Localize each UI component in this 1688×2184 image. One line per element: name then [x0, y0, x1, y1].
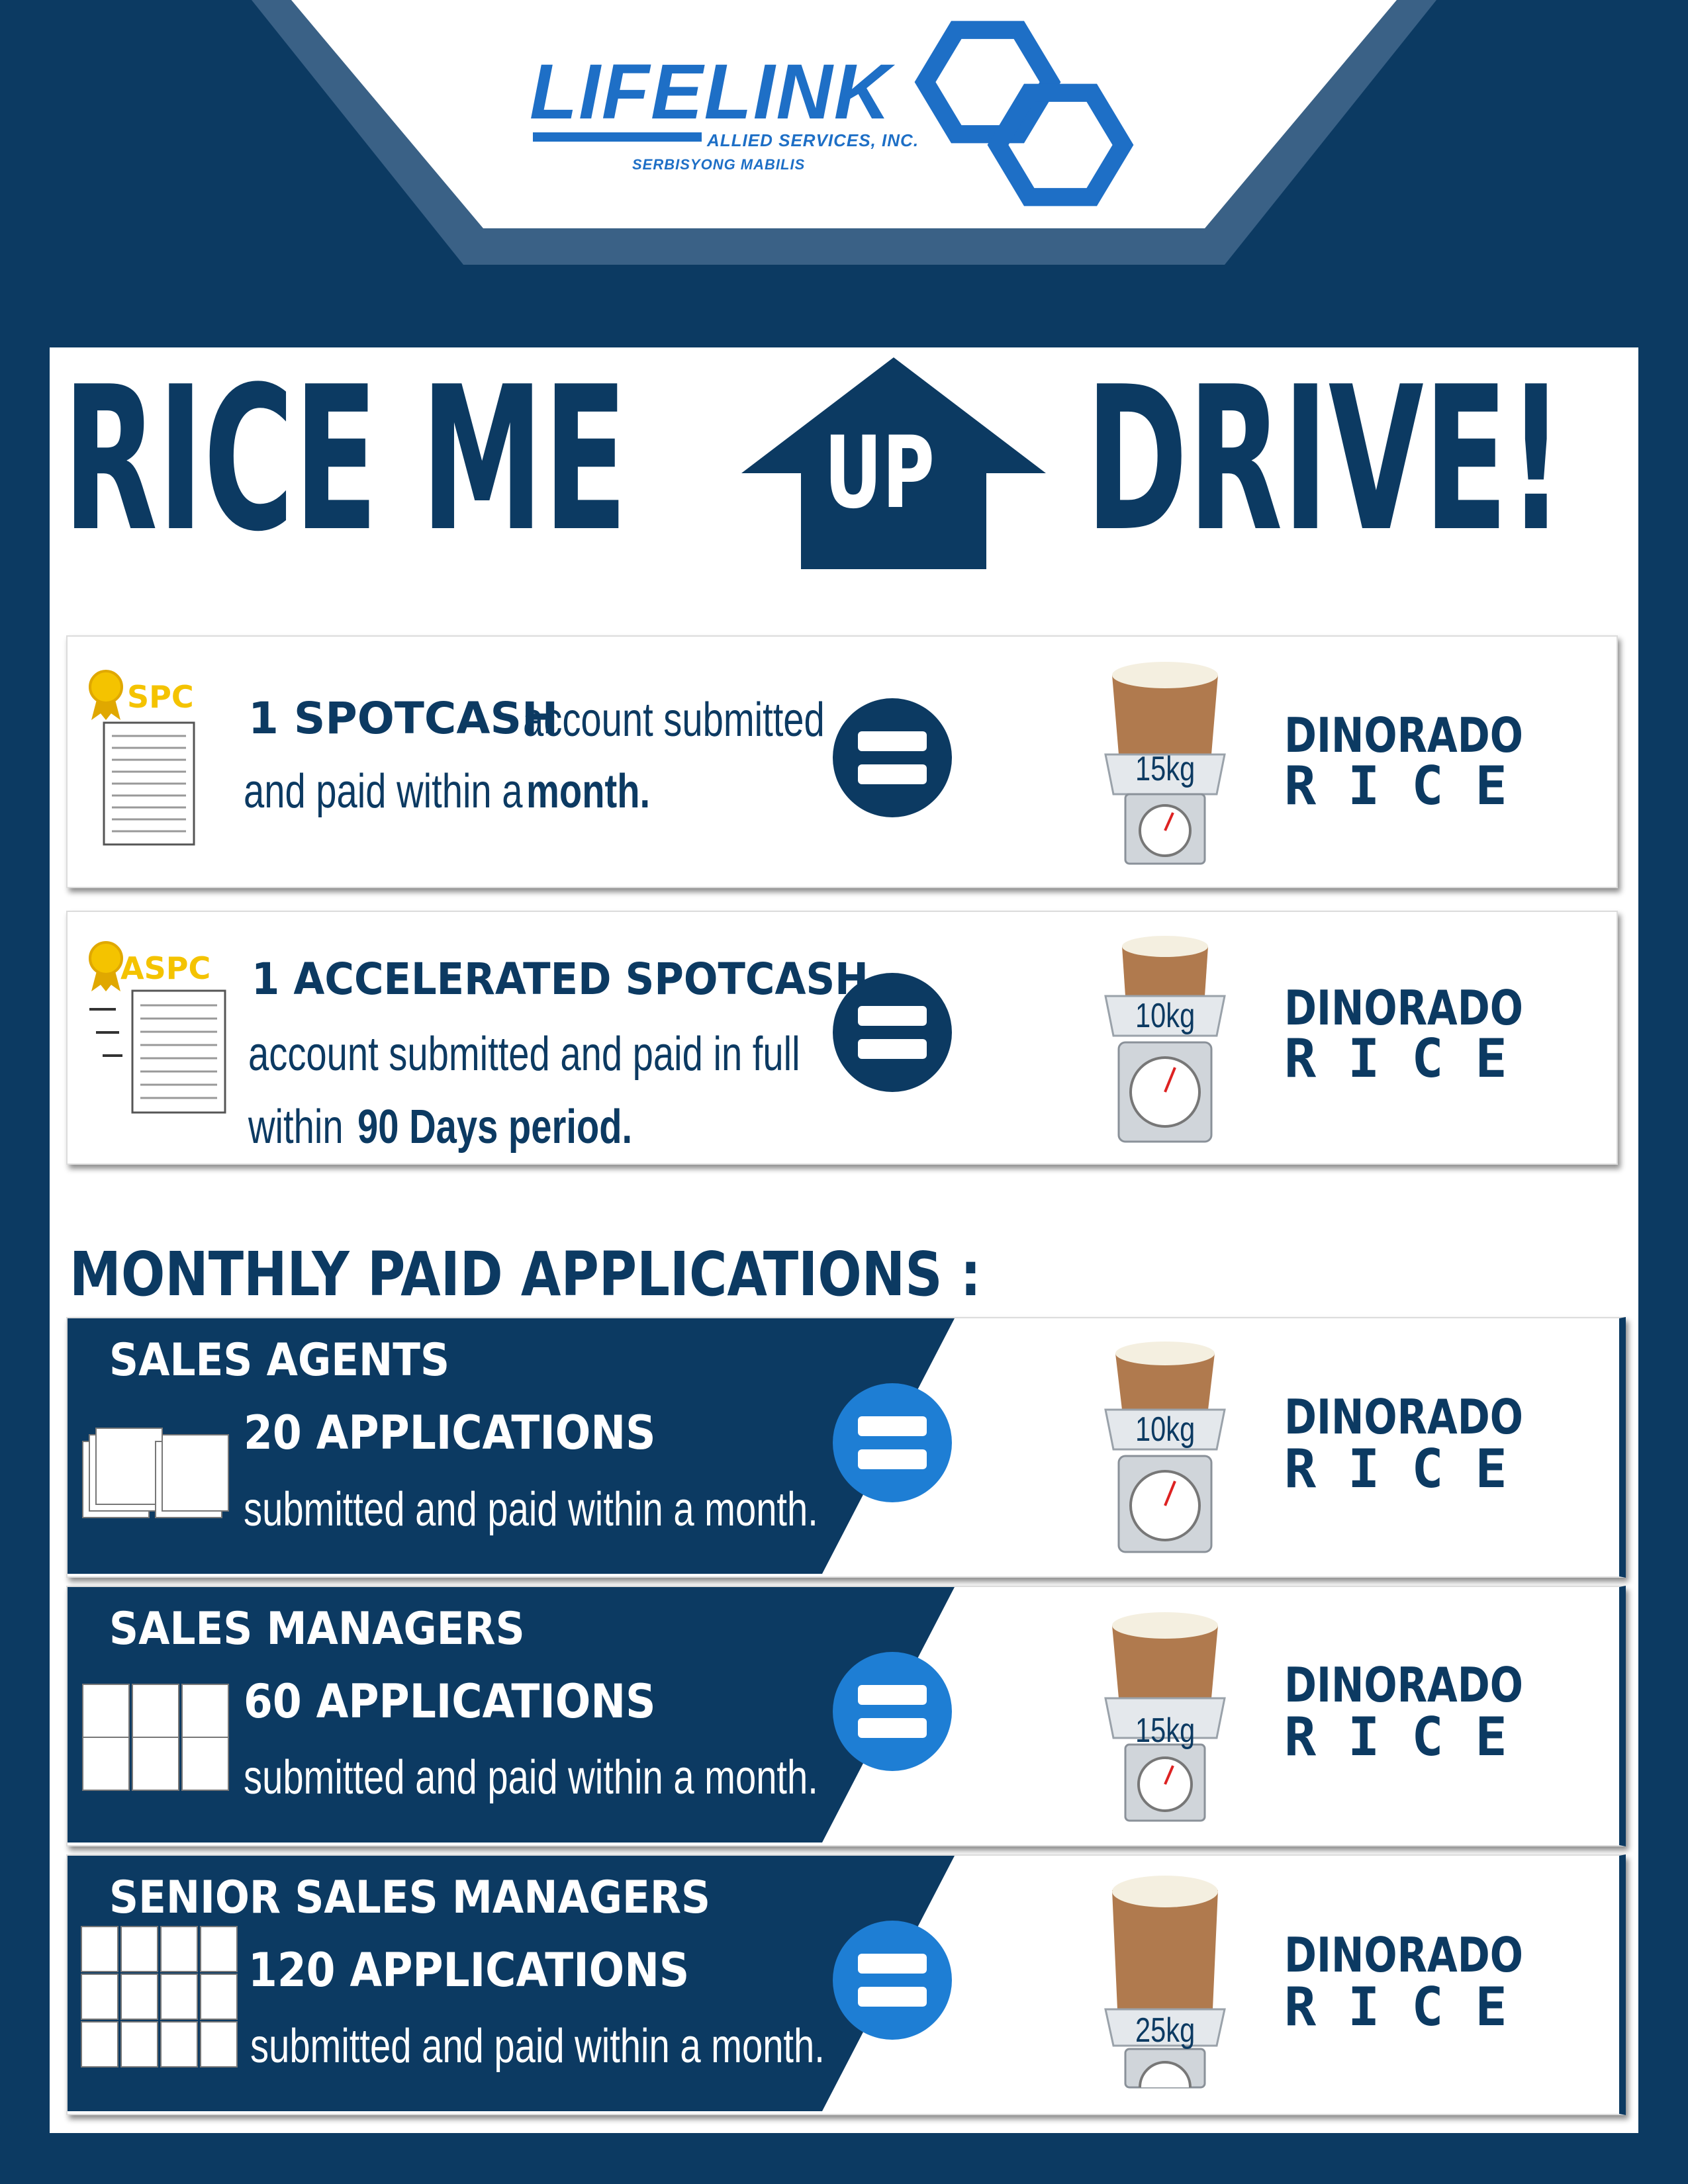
tier-sales-agents-reward-line2: RICE — [1284, 1438, 1539, 1500]
logo-tagline: SERBISYONG MABILIS — [632, 156, 806, 173]
tier-senior-sales-managers-reward-line1: DINORADO — [1284, 1927, 1523, 1983]
logo-subtitle: ALLIED SERVICES, INC. — [702, 130, 925, 151]
headline-arrow-text: UP — [824, 416, 935, 531]
aspc-line1-bold: 1 ACCELERATED SPOTCASH — [252, 954, 869, 1005]
equals-icon — [833, 698, 952, 817]
aspc-reward-line1: DINORADO — [1284, 980, 1523, 1036]
tier-senior-sales-managers-desc: submitted and paid within a month. — [250, 2020, 825, 2073]
tier-senior-sales-managers-weight: 25kg — [1135, 2011, 1196, 2050]
tier-senior-sales-managers-count: 120 APPLICATIONS — [248, 1943, 690, 1997]
spc-line2-rest: and paid within a — [244, 765, 523, 818]
tier-senior-sales-managers-reward-line2: RICE — [1284, 1976, 1539, 2038]
award-ribbon-icon — [89, 941, 123, 991]
spc-line2-bold: month. — [526, 765, 651, 818]
rice-sack-scale-image — [1104, 662, 1226, 865]
document-form-icon — [103, 721, 195, 846]
tier-sales-managers-name: SALES MANAGERS — [109, 1603, 525, 1655]
aspc-badge: ASPC — [120, 950, 211, 986]
tier-sales-agents-weight: 10kg — [1135, 1410, 1196, 1449]
tier-banner — [68, 1856, 955, 2111]
equals-icon — [833, 1921, 952, 2040]
spc-badge: SPC — [127, 679, 194, 715]
tier-sales-agents-desc: submitted and paid within a month. — [244, 1483, 818, 1536]
spc-reward-line2: RICE — [1284, 755, 1539, 817]
equals-icon — [833, 1652, 952, 1771]
up-arrow-icon — [741, 357, 1046, 569]
award-ribbon-icon — [89, 670, 123, 720]
tier-sales-managers-count: 60 APPLICATIONS — [244, 1674, 656, 1729]
tier-sales-managers-reward-line2: RICE — [1284, 1706, 1539, 1768]
rice-sack-scale-image — [1104, 1342, 1226, 1553]
tier-sales-agents-name: SALES AGENTS — [109, 1334, 450, 1387]
document-stack-icon — [82, 1684, 229, 1791]
rice-sack-scale-image — [1104, 1612, 1226, 1822]
tier-banner — [68, 1587, 955, 1843]
rice-sack-scale-image — [1104, 1876, 1226, 2089]
aspc-reward-line2: RICE — [1284, 1028, 1539, 1089]
tier-sales-managers-weight: 15kg — [1135, 1711, 1196, 1750]
tier-sales-agents-reward-line1: DINORADO — [1284, 1389, 1523, 1445]
document-form-motion-icon — [89, 989, 226, 1114]
rice-sack-scale-image — [1104, 936, 1226, 1143]
aspc-line3-pre: within — [248, 1101, 344, 1154]
headline-part1: RICE ME — [63, 344, 628, 575]
equals-icon — [833, 973, 952, 1092]
tier-sales-managers-reward-line1: DINORADO — [1284, 1657, 1523, 1713]
spc-weight-label: 15kg — [1135, 750, 1196, 788]
spc-line1-rest: account submitted — [523, 694, 825, 747]
aspc-weight-label: 10kg — [1135, 997, 1196, 1035]
tier-sales-agents-count: 20 APPLICATIONS — [244, 1406, 656, 1460]
tier-senior-sales-managers-name: SENIOR SALES MANAGERS — [109, 1872, 711, 1924]
document-stack-icon — [82, 1428, 229, 1518]
headline-part2: DRIVE! — [1086, 344, 1564, 575]
tier-banner — [68, 1318, 955, 1574]
spc-reward-line1: DINORADO — [1284, 707, 1523, 763]
hexagon-link-icon — [914, 21, 1134, 206]
logo-wordmark: LIFELINK — [530, 48, 892, 136]
aspc-line2: account submitted and paid in full — [248, 1028, 800, 1081]
spc-line1-bold: 1 SPOTCASH — [248, 693, 559, 744]
document-stack-icon — [81, 1926, 238, 2068]
tier-sales-managers-desc: submitted and paid within a month. — [244, 1751, 818, 1804]
monthly-heading: MONTHLY PAID APPLICATIONS : — [70, 1239, 982, 1310]
equals-icon — [833, 1383, 952, 1502]
aspc-line3-bold: 90 Days period. — [357, 1101, 633, 1154]
